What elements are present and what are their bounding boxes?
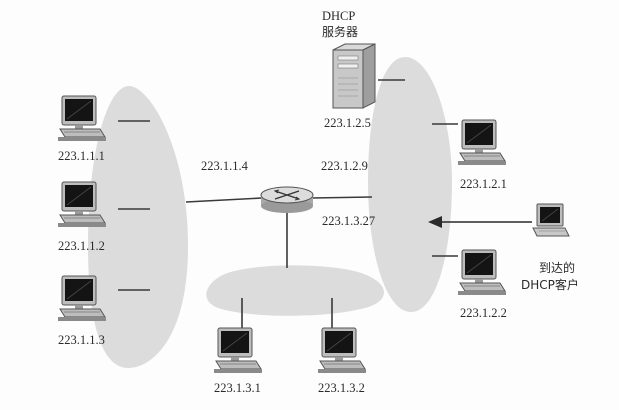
host-label: 223.1.3.2 <box>318 381 365 395</box>
host-label: 223.1.2.2 <box>460 306 507 320</box>
router-port-bottom: 223.1.3.27 <box>322 214 376 228</box>
host-label: 223.1.3.1 <box>214 381 261 395</box>
host-223-1-2-1 <box>457 119 507 166</box>
host-label: 223.1.1.3 <box>58 333 105 347</box>
links <box>118 79 458 330</box>
router-port-left: 223.1.1.4 <box>201 159 248 173</box>
laptop-icon <box>532 203 570 237</box>
server-address: 223.1.2.5 <box>324 116 371 130</box>
host-223-1-2-2 <box>457 249 507 296</box>
host-label: 223.1.2.1 <box>460 177 507 191</box>
subnet-3-shape <box>206 265 384 316</box>
host-label: 223.1.1.1 <box>58 149 105 163</box>
host-223-1-3-1 <box>213 327 263 374</box>
server-subtitle: 服务器 <box>322 25 359 39</box>
dhcp-server-tower <box>332 43 376 109</box>
host-223-1-3-2 <box>317 327 367 374</box>
router-port-right: 223.1.2.9 <box>321 159 368 173</box>
subnet-2-shape <box>368 57 452 312</box>
subnet-1-shape <box>88 86 188 368</box>
arriving-client-line1: 到达的 <box>539 261 576 275</box>
arrival-arrow <box>428 216 532 228</box>
arriving-client-line2: DHCP客户 <box>521 278 579 292</box>
host-label: 223.1.1.2 <box>58 239 105 253</box>
server-title: DHCP <box>322 9 356 23</box>
host-223-1-1-1 <box>57 95 107 142</box>
router <box>260 186 314 213</box>
